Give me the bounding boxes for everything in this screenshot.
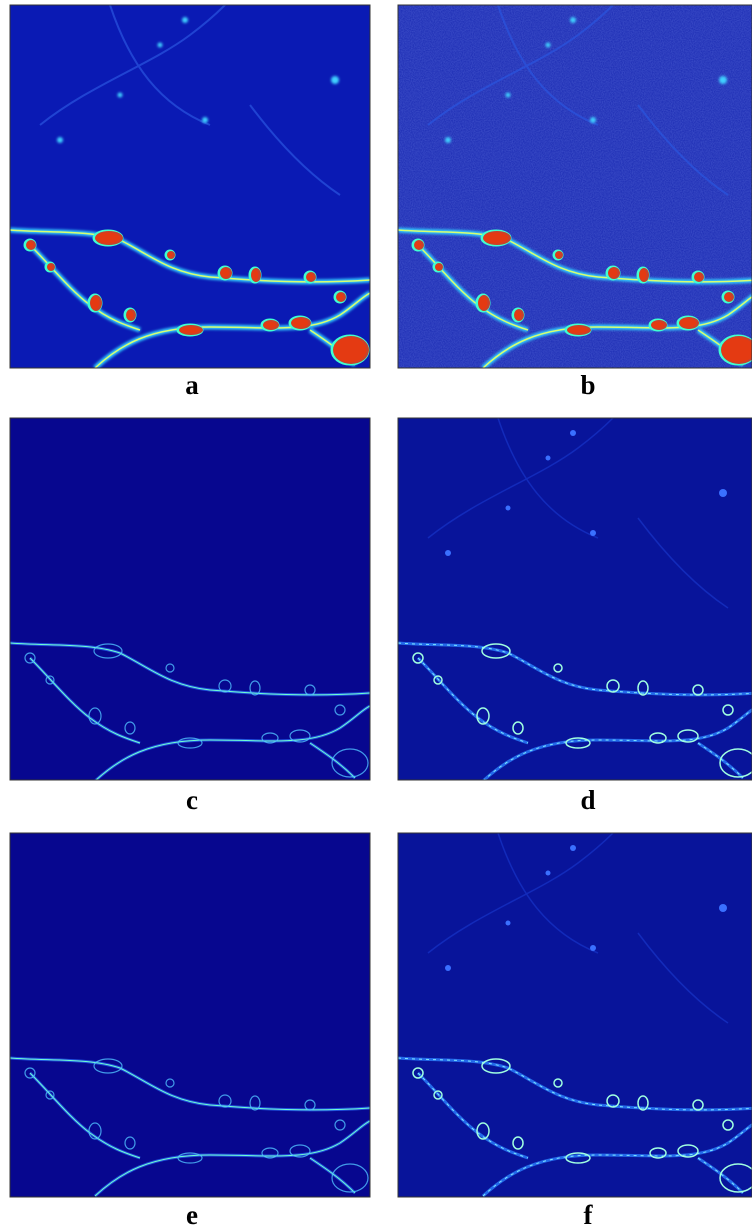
image-background xyxy=(398,418,752,780)
image-background xyxy=(10,833,370,1197)
image-content xyxy=(10,833,370,1197)
image-background xyxy=(10,418,370,780)
panel-label: a xyxy=(185,370,199,400)
image-frame xyxy=(9,417,371,781)
image-noise xyxy=(398,5,752,368)
image-content xyxy=(10,418,370,780)
image-frame xyxy=(397,832,752,1198)
image-panel xyxy=(397,832,752,1198)
image-frame xyxy=(9,832,371,1198)
image-frame xyxy=(397,4,752,369)
image-content xyxy=(398,833,752,1197)
image-panel xyxy=(9,4,371,369)
panel-label: c xyxy=(186,785,198,815)
image-frame xyxy=(9,4,371,369)
image-background xyxy=(398,833,752,1197)
image-panel xyxy=(397,417,752,781)
panel-label: b xyxy=(580,370,595,400)
panel-label: d xyxy=(580,785,595,815)
image-content xyxy=(10,5,370,368)
image-content xyxy=(398,5,752,368)
image-panel xyxy=(397,4,752,369)
image-frame xyxy=(397,417,752,781)
image-background xyxy=(10,5,370,368)
panel-label: f xyxy=(584,1200,594,1227)
panel-label: e xyxy=(186,1200,198,1227)
image-panel xyxy=(9,832,371,1198)
image-panel xyxy=(9,417,371,781)
image-content xyxy=(398,418,752,780)
